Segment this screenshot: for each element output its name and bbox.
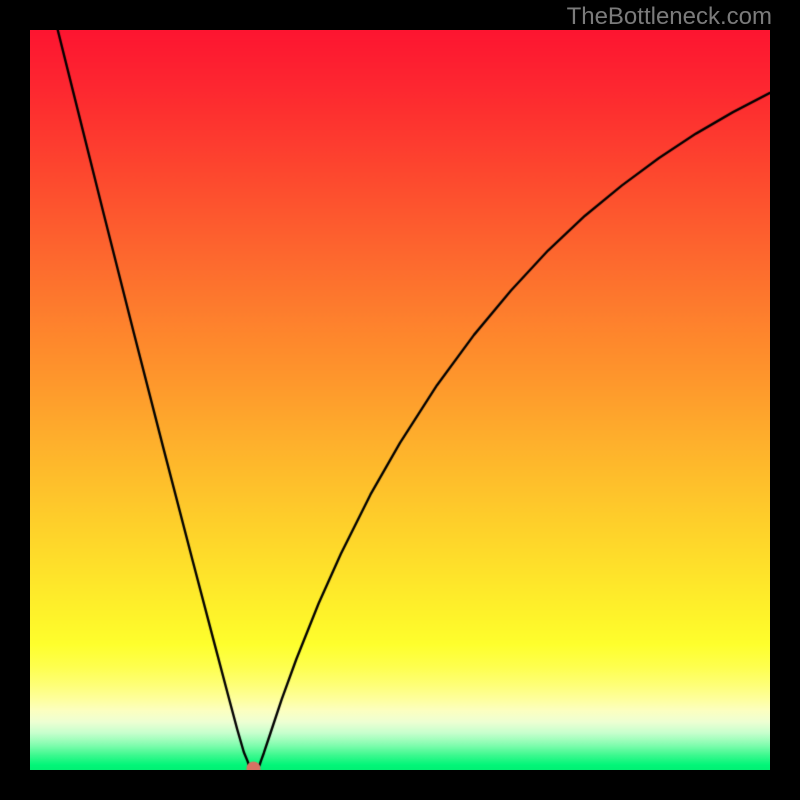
plot-area: [30, 30, 770, 770]
bottleneck-curve: [30, 30, 770, 770]
attribution-label: TheBottleneck.com: [567, 3, 772, 31]
